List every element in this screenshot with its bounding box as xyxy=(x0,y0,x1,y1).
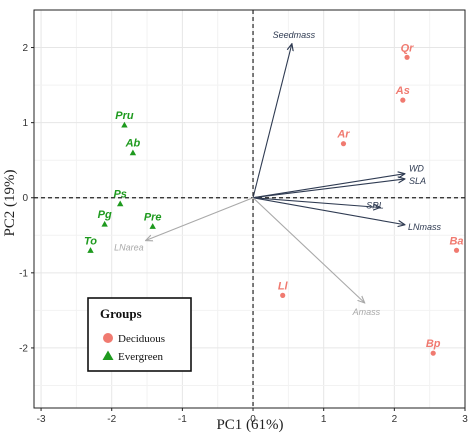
point-ll xyxy=(280,292,286,298)
point-label-ar: Ar xyxy=(336,129,350,141)
vector-label-srl: SRL xyxy=(366,200,384,210)
vector-label-wd: WD xyxy=(409,164,424,174)
x-axis-title: PC1 (61%) xyxy=(216,417,283,433)
point-ar xyxy=(340,141,347,147)
point-ba xyxy=(453,247,460,253)
vector-label-sla: SLA xyxy=(409,176,426,186)
vector-arrow-amass xyxy=(252,197,365,303)
point-label-bp: Bp xyxy=(426,338,441,350)
y-tick-label: -1 xyxy=(19,268,28,279)
point-label-ab: Ab xyxy=(125,138,141,150)
point-label-pru: Pru xyxy=(115,110,134,122)
x-tick-label: 1 xyxy=(321,414,327,425)
point-qr xyxy=(404,54,410,60)
x-tick-label: 0 xyxy=(250,414,256,425)
point-label-as: As xyxy=(395,85,410,97)
y-tick-label: 2 xyxy=(22,43,28,54)
vector-label-amass: Amass xyxy=(352,307,381,317)
point-to xyxy=(87,247,94,253)
x-tick-label: -1 xyxy=(178,414,187,425)
vector-label-lnarea: LNarea xyxy=(114,243,144,253)
x-tick-label: 3 xyxy=(462,414,468,425)
y-tick-label: 0 xyxy=(22,193,28,204)
point-pre xyxy=(149,223,156,229)
axis-ticks: -3 -2 -1 0 1 2 3 -2 -1 0 1 2 xyxy=(19,43,468,425)
vector-arrow-sla xyxy=(252,179,405,199)
legend-label-deciduous: Deciduous xyxy=(118,333,165,345)
point-label-qr: Qr xyxy=(401,42,415,54)
x-tick-label: -2 xyxy=(107,414,116,425)
x-tick-label: -3 xyxy=(37,414,46,425)
point-label-to: To xyxy=(84,235,97,247)
point-as xyxy=(400,97,406,103)
point-ab xyxy=(129,149,137,156)
point-pg xyxy=(101,220,108,227)
loading-vectors: Seedmass WD SLA SRL LNmass LNarea Amass xyxy=(114,30,441,317)
vector-arrow-wd xyxy=(252,174,405,199)
vector-arrow-lnarea xyxy=(146,197,254,241)
vector-arrow-lnmass xyxy=(252,197,405,225)
plot-frame xyxy=(33,9,466,409)
y-axis-title: PC2 (19%) xyxy=(2,169,18,236)
point-label-ba: Ba xyxy=(449,235,463,247)
vector-arrow-seedmass xyxy=(252,44,292,198)
legend-title: Groups xyxy=(100,306,142,321)
point-bp xyxy=(430,350,436,356)
legend: Groups Deciduous Evergreen xyxy=(87,297,192,372)
point-ps xyxy=(117,200,124,207)
y-tick-label: -2 xyxy=(19,343,28,354)
y-tick-label: 1 xyxy=(22,118,28,129)
legend-label-evergreen: Evergreen xyxy=(118,351,163,363)
x-tick-label: 2 xyxy=(392,414,398,425)
point-label-ll: Ll xyxy=(278,280,289,292)
vector-label-lnmass: LNmass xyxy=(408,222,442,232)
legend-triangle-icon xyxy=(102,350,114,360)
vector-label-seedmass: Seedmass xyxy=(273,30,316,40)
point-label-pre: Pre xyxy=(144,211,162,223)
point-label-pg: Pg xyxy=(98,209,112,221)
legend-circle-icon xyxy=(103,333,113,343)
point-pru xyxy=(121,121,128,128)
point-label-ps: Ps xyxy=(113,189,126,201)
vector-arrow-srl xyxy=(252,197,380,208)
